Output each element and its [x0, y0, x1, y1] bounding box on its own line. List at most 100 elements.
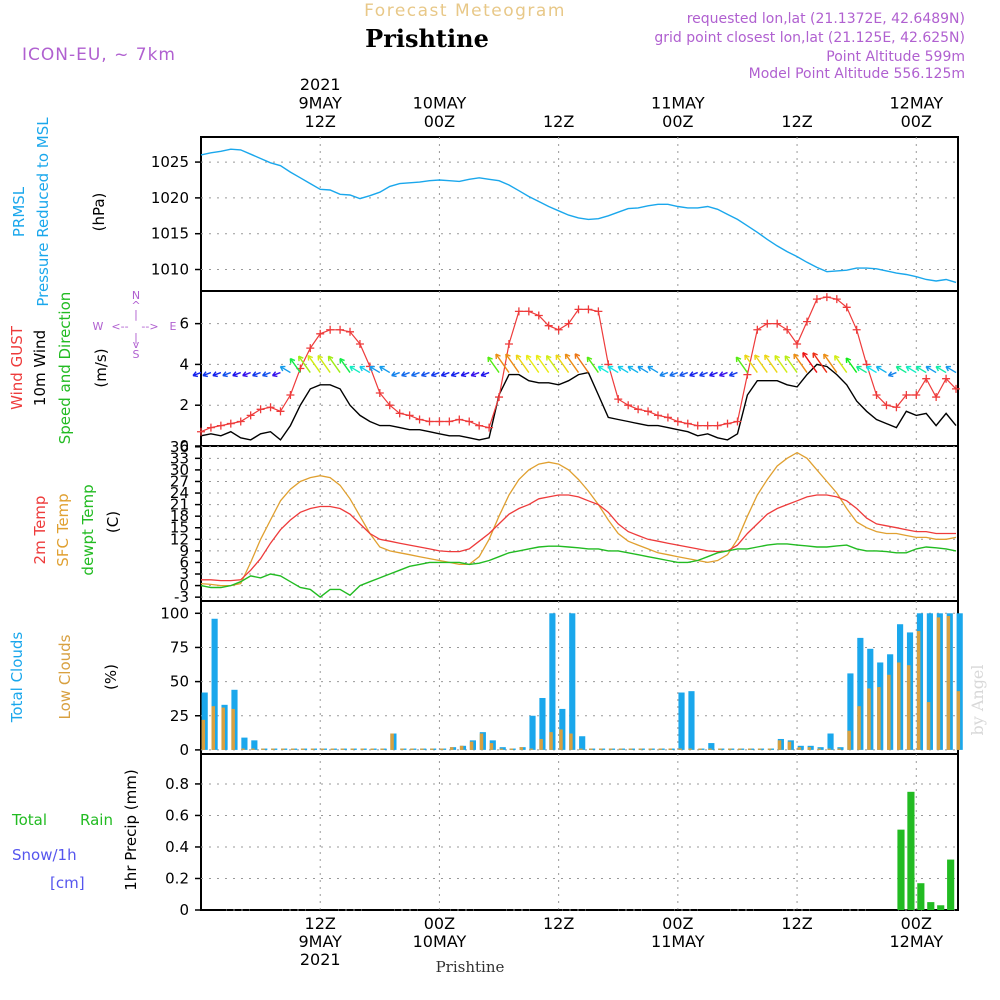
bottom-time-label: 00Z: [901, 914, 932, 933]
low-cloud-bar: [469, 741, 474, 750]
low-cloud-bar: [420, 748, 424, 750]
wind-direction-arrow: [480, 371, 490, 377]
total-cloud-bar: [827, 733, 834, 750]
wind-direction-arrowhead: [845, 357, 852, 364]
wind-direction-arrowhead: [744, 354, 750, 361]
wind-direction-arrow: [659, 371, 669, 377]
gust-marker: [574, 305, 583, 314]
wind-direction-arrowhead: [637, 365, 644, 372]
wind-direction-arrow: [339, 358, 351, 373]
gust-marker: [465, 417, 474, 426]
gust-marker: [812, 295, 821, 304]
bottom-time-label: 2021: [300, 950, 341, 969]
temp-ytick-label: 30: [170, 461, 189, 479]
wind-direction-arrowhead: [945, 365, 952, 372]
wind-direction-arrowhead: [793, 353, 799, 360]
precip-panel: 0 0.2 0.4 0.6 0.8: [165, 753, 959, 919]
gust-marker: [634, 405, 643, 414]
top-time-label: 9MAY: [298, 94, 342, 113]
wind-direction-arrowhead: [430, 371, 437, 378]
wind-10m-label: 10m Wind: [31, 330, 49, 406]
bottom-time-label: 11MAY: [651, 932, 705, 951]
low-cloud-bar: [807, 747, 812, 750]
compass-bar-top: |: [134, 308, 138, 321]
wind-direction-arrow: [359, 365, 371, 374]
cloud-ytick-label: 100: [160, 604, 189, 622]
wind-direction-arrow: [505, 353, 520, 373]
gust-marker: [346, 327, 355, 336]
total-cloud-bar: [211, 618, 218, 750]
wind-direction-arrow: [460, 371, 470, 377]
wind-direction-arrowhead: [252, 371, 258, 378]
wind-direction-arrowhead: [647, 365, 653, 372]
requested-coords: requested lon,lat (21.1372E, 42.6489N): [687, 11, 965, 27]
wind-direction-arrowhead: [317, 354, 324, 361]
low-cloud-bar: [569, 733, 573, 750]
low-cloud-bar: [519, 747, 523, 750]
pressure-ytick-label: 1025: [151, 153, 189, 171]
gust-marker: [286, 391, 295, 400]
low-cloud-bar: [956, 691, 961, 750]
top-time-label: 12Z: [543, 112, 574, 131]
gust-marker: [246, 411, 255, 420]
wind-direction-arrow: [845, 357, 858, 373]
wind-direction-arrowhead: [192, 371, 199, 378]
low-cloud-bar: [211, 706, 216, 750]
rain-bar: [907, 791, 915, 910]
low-cloud-bar: [271, 748, 275, 750]
low-cloud-bar: [728, 748, 732, 750]
wind-direction-arrow: [202, 371, 212, 377]
gust-marker: [534, 311, 543, 320]
wind-direction-arrow: [627, 365, 639, 374]
cloud-frame: [200, 600, 959, 755]
gust-marker: [435, 417, 444, 426]
wind-direction-arrowhead: [728, 371, 735, 378]
gust-marker: [773, 319, 782, 328]
low-cloud-bar: [618, 748, 623, 750]
wind-direction-arrow: [647, 365, 659, 374]
low-cloud-bar: [241, 748, 245, 750]
precip-snow-label: Snow/1h: [12, 846, 77, 864]
wind-direction-arrowhead: [515, 354, 522, 361]
total-cloud-bar: [241, 737, 248, 750]
wind-direction-arrow: [895, 365, 907, 374]
low-cloud-bar: [658, 748, 663, 750]
wind-direction-arrow: [487, 356, 500, 373]
compass-w: W: [93, 320, 104, 333]
wind-direction-arrowhead: [607, 365, 614, 372]
wind-direction-arrow: [470, 371, 480, 377]
wind-direction-arrowhead: [784, 355, 791, 361]
gust-marker: [216, 421, 225, 430]
low-cloud-bar: [300, 748, 305, 750]
cloud-ytick-label: 0: [179, 741, 189, 759]
compass-up: ^: [131, 299, 140, 312]
wind-direction-arrowhead: [627, 365, 634, 372]
gust-marker: [355, 340, 364, 349]
low-cloud-bar: [370, 748, 374, 750]
gust-marker: [942, 374, 951, 383]
gust-marker: [495, 393, 504, 402]
wind-direction-arrow: [298, 355, 311, 373]
wind-direction-arrowhead: [754, 354, 760, 361]
total-cloud-bar: [251, 740, 258, 750]
wind-compass: N ^ | W <-- --> E | v S: [93, 289, 177, 361]
temp-ytick-label: -3: [174, 588, 189, 606]
wind-direction-arrow: [307, 355, 321, 373]
wind-direction-arrow: [764, 354, 778, 373]
low-cloud-bar: [589, 748, 593, 750]
cloud-ytick-label: 25: [170, 707, 189, 725]
low-cloud-bar: [449, 747, 454, 750]
low-cloud-bar: [479, 733, 484, 750]
compass-s: S: [133, 348, 140, 361]
wind-direction-arrowhead: [349, 365, 355, 372]
wind-direction-arrow: [252, 371, 261, 377]
cloud-ytick-label: 75: [170, 638, 189, 656]
wind-direction-arrow: [289, 358, 301, 373]
rain-bar: [897, 829, 905, 910]
compass-e: E: [170, 320, 177, 333]
compass-down: v: [133, 338, 140, 351]
pressure-unit: (hPa): [90, 193, 108, 232]
low-cloud-bar: [648, 748, 653, 750]
